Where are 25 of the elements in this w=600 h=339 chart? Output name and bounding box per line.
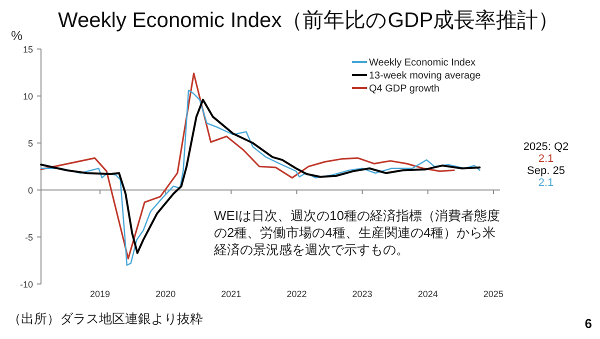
legend-label: Weekly Economic Index bbox=[369, 58, 476, 68]
legend-label: 13-week moving average bbox=[369, 70, 482, 82]
x-tick-label: 2020 bbox=[156, 289, 176, 299]
text: （出所）ダラス地区連銀より抜粋 bbox=[8, 310, 203, 328]
x-tick-label: 2021 bbox=[221, 289, 242, 299]
text: 2.1 bbox=[538, 153, 554, 165]
chart-title: Weekly Economic Index（前年比のGDP成長率推計） bbox=[58, 8, 560, 34]
y-axis-title: % bbox=[11, 28, 23, 43]
x-tick-label: 2022 bbox=[286, 289, 307, 299]
y-tick-label: -5 bbox=[24, 232, 33, 242]
y-tick-label: -10 bbox=[20, 280, 33, 290]
x-tick-label: 2023 bbox=[352, 289, 372, 299]
text: 2025: Q2 bbox=[523, 141, 569, 153]
legend-label: Q4 GDP growth bbox=[369, 84, 440, 94]
text: Sep. 25 bbox=[527, 165, 565, 177]
text: 2.1 bbox=[538, 177, 554, 189]
text: 6 bbox=[584, 316, 592, 331]
y-tick-label: 0 bbox=[28, 186, 33, 196]
y-tick-label: 15 bbox=[22, 44, 33, 54]
y-tick-label: 5 bbox=[28, 138, 33, 148]
x-tick-label: 2024 bbox=[418, 289, 438, 299]
x-tick-label: 2019 bbox=[90, 289, 110, 299]
annotation: WEIは日次、週次の10種の経済指標（消費者態度の2種、労働市場の4種、生産関連の4種）から米経済の景況感を週次で示すもの。 bbox=[214, 207, 502, 258]
x-tick-label: 2025 bbox=[483, 289, 504, 299]
y-tick-label: 10 bbox=[22, 92, 33, 102]
